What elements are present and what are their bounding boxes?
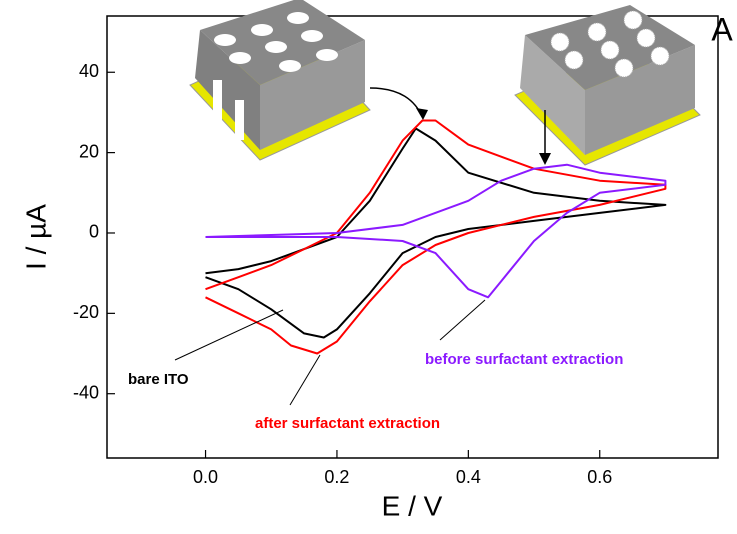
inset-surfactant [515,5,700,165]
y-tick-label: 20 [79,141,99,161]
arrow [370,88,423,118]
x-tick-label: 0.4 [456,467,481,487]
cv-curve [206,165,666,298]
label-pointer [290,355,320,405]
x-tick-label: 0.2 [324,467,349,487]
x-tick-label: 0.6 [587,467,612,487]
panel-label: A [711,11,733,47]
y-axis-label: I / µA [20,204,51,270]
chart: A E / V I / µA 0.0 0.2 0.4 0.6 -40 -20 0 20 40 ba… [0,0,737,529]
series-label: bare ITO [128,371,189,388]
page: A E / V I / µA 0.0 0.2 0.4 0.6 -40 -20 0 20 40 ba… [0,0,737,534]
x-tick-label: 0.0 [193,467,218,487]
arrow-head [539,153,551,165]
label-pointer [440,300,485,340]
y-tick-label: -40 [73,382,99,402]
inset-bare [190,0,370,160]
series-label: before surfactant extraction [425,351,623,368]
arrow-head [416,108,428,120]
series-label: after surfactant extraction [255,415,440,432]
y-tick-label: 0 [89,222,99,242]
label-pointer [175,310,283,360]
x-axis-label: E / V [382,490,443,521]
y-tick-label: -20 [73,302,99,322]
y-tick-label: 40 [79,61,99,81]
